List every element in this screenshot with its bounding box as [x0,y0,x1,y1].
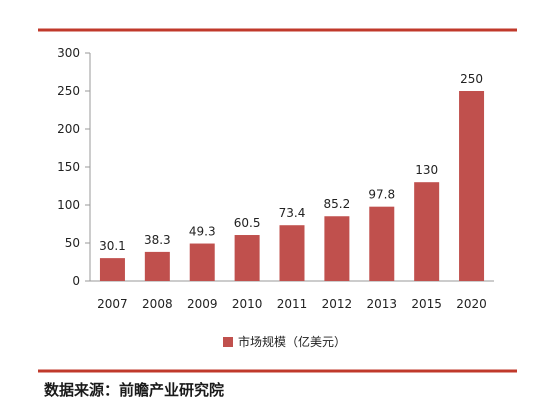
legend-label: 市场规模（亿美元） [238,334,346,349]
y-tick-label: 0 [72,274,80,288]
y-tick-label: 300 [57,46,80,60]
data-label: 38.3 [144,233,171,247]
bar [369,206,395,281]
data-label: 73.4 [279,206,306,220]
x-tick-label: 2008 [142,297,173,311]
data-label: 97.8 [368,188,395,202]
y-tick-label: 250 [57,84,80,98]
source-text: 数据来源：前瞻产业研究院 [44,381,224,399]
x-tick-label: 2015 [411,297,442,311]
x-tick-label: 2012 [322,297,353,311]
y-tick-label: 200 [57,122,80,136]
bar [279,225,305,281]
legend-swatch [223,337,233,347]
x-tick-label: 2009 [187,297,218,311]
bar [144,251,170,281]
x-tick-label: 2011 [277,297,308,311]
bar [99,258,125,281]
data-label: 250 [460,72,483,86]
x-axis: 2007 2008 2009 2010 2011 2012 2013 2015 2020 [90,280,494,311]
bar-series [99,91,485,281]
data-label: 85.2 [324,197,351,211]
y-tick-label: 150 [57,160,80,174]
data-labels: 30.1 38.3 49.3 60.5 73.4 85.2 97.8 130 250 [99,72,483,253]
bar [414,182,440,281]
bar [459,91,485,281]
y-axis: 0 50 100 150 200 250 300 [57,46,91,288]
y-tick-label: 50 [65,236,80,250]
bar [234,235,260,281]
data-label: 130 [415,163,438,177]
y-tick-label: 100 [57,198,80,212]
bar [324,216,350,281]
x-tick-label: 2007 [97,297,128,311]
legend: 市场规模（亿美元） [223,334,346,349]
x-tick-label: 2010 [232,297,263,311]
data-label: 60.5 [234,216,261,230]
x-tick-label: 2020 [456,297,487,311]
bar [189,243,215,281]
data-label: 49.3 [189,225,216,239]
x-tick-label: 2013 [367,297,398,311]
data-label: 30.1 [99,239,126,253]
